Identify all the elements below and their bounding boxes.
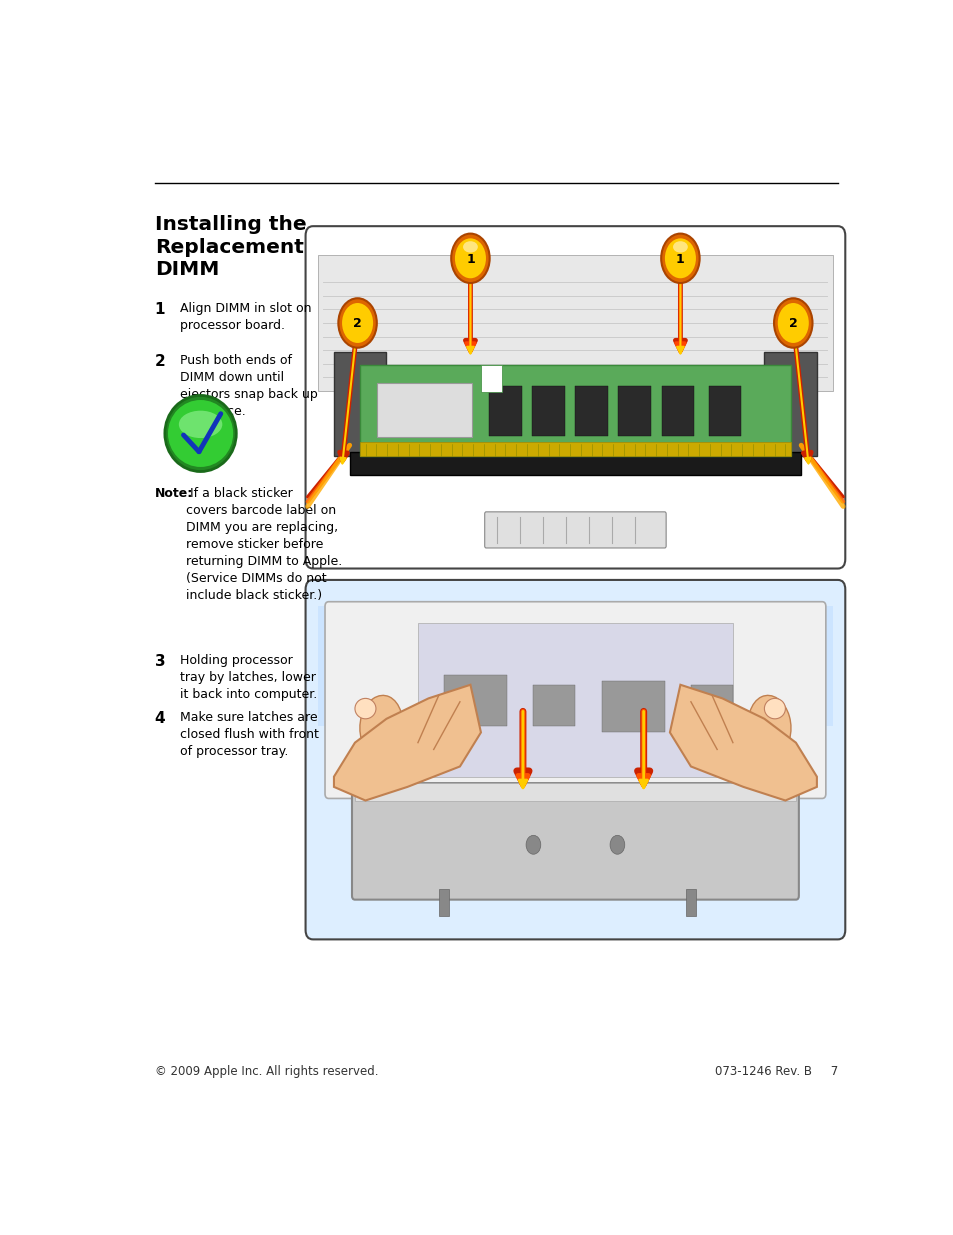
Polygon shape xyxy=(334,684,480,800)
Circle shape xyxy=(609,835,624,855)
Text: Make sure latches are
closed flush with front
of processor tray.: Make sure latches are closed flush with … xyxy=(180,711,318,758)
FancyBboxPatch shape xyxy=(377,383,472,437)
Circle shape xyxy=(664,238,695,278)
Text: 3: 3 xyxy=(154,655,165,669)
Polygon shape xyxy=(669,684,816,800)
FancyBboxPatch shape xyxy=(533,684,575,726)
FancyBboxPatch shape xyxy=(318,606,832,726)
Text: If a black sticker
covers barcode label on
DIMM you are replacing,
remove sticke: If a black sticker covers barcode label … xyxy=(186,487,342,601)
FancyBboxPatch shape xyxy=(438,889,449,916)
Text: 4: 4 xyxy=(154,711,165,726)
FancyBboxPatch shape xyxy=(305,580,844,940)
Ellipse shape xyxy=(763,698,784,719)
Text: Note:: Note: xyxy=(154,487,193,500)
FancyBboxPatch shape xyxy=(350,452,801,475)
Text: 1: 1 xyxy=(466,253,475,266)
Ellipse shape xyxy=(165,395,236,472)
Ellipse shape xyxy=(672,241,687,253)
FancyBboxPatch shape xyxy=(532,385,564,436)
Ellipse shape xyxy=(747,695,790,756)
Ellipse shape xyxy=(168,400,233,467)
Ellipse shape xyxy=(462,241,477,253)
Circle shape xyxy=(455,238,485,278)
FancyBboxPatch shape xyxy=(444,674,507,726)
Text: Align DIMM in slot on
processor board.: Align DIMM in slot on processor board. xyxy=(180,303,311,332)
FancyBboxPatch shape xyxy=(618,385,650,436)
FancyBboxPatch shape xyxy=(334,352,386,456)
FancyBboxPatch shape xyxy=(318,256,832,391)
FancyBboxPatch shape xyxy=(763,352,816,456)
FancyBboxPatch shape xyxy=(690,684,732,726)
FancyBboxPatch shape xyxy=(685,889,696,916)
FancyBboxPatch shape xyxy=(489,385,521,436)
FancyBboxPatch shape xyxy=(660,385,693,436)
Circle shape xyxy=(773,299,812,348)
FancyBboxPatch shape xyxy=(575,385,607,436)
Text: Holding processor
tray by latches, lower
it back into computer.: Holding processor tray by latches, lower… xyxy=(180,655,316,701)
Ellipse shape xyxy=(178,411,222,438)
FancyBboxPatch shape xyxy=(360,366,790,456)
Circle shape xyxy=(338,299,376,348)
Text: 2: 2 xyxy=(353,317,361,331)
Circle shape xyxy=(451,233,489,283)
Ellipse shape xyxy=(359,695,402,756)
FancyBboxPatch shape xyxy=(352,783,798,899)
FancyBboxPatch shape xyxy=(708,385,740,436)
Circle shape xyxy=(342,303,373,343)
FancyBboxPatch shape xyxy=(484,511,665,548)
Text: 2: 2 xyxy=(154,353,165,368)
FancyBboxPatch shape xyxy=(325,601,825,799)
FancyBboxPatch shape xyxy=(355,783,795,800)
Text: 2: 2 xyxy=(788,317,797,331)
FancyBboxPatch shape xyxy=(360,442,790,456)
FancyBboxPatch shape xyxy=(480,366,501,393)
Circle shape xyxy=(660,233,699,283)
Text: Push both ends of
DIMM down until
ejectors snap back up
into place.: Push both ends of DIMM down until ejecto… xyxy=(180,353,317,417)
Text: 1: 1 xyxy=(676,253,684,266)
FancyBboxPatch shape xyxy=(305,226,844,568)
Text: © 2009 Apple Inc. All rights reserved.: © 2009 Apple Inc. All rights reserved. xyxy=(154,1066,377,1078)
Text: 073-1246 Rev. B     7: 073-1246 Rev. B 7 xyxy=(714,1066,837,1078)
Circle shape xyxy=(525,835,540,855)
FancyBboxPatch shape xyxy=(417,624,732,777)
Text: 1: 1 xyxy=(154,303,165,317)
FancyBboxPatch shape xyxy=(601,682,664,732)
Circle shape xyxy=(777,303,808,343)
Ellipse shape xyxy=(355,698,375,719)
Text: Installing the
Replacement
DIMM: Installing the Replacement DIMM xyxy=(154,215,306,279)
